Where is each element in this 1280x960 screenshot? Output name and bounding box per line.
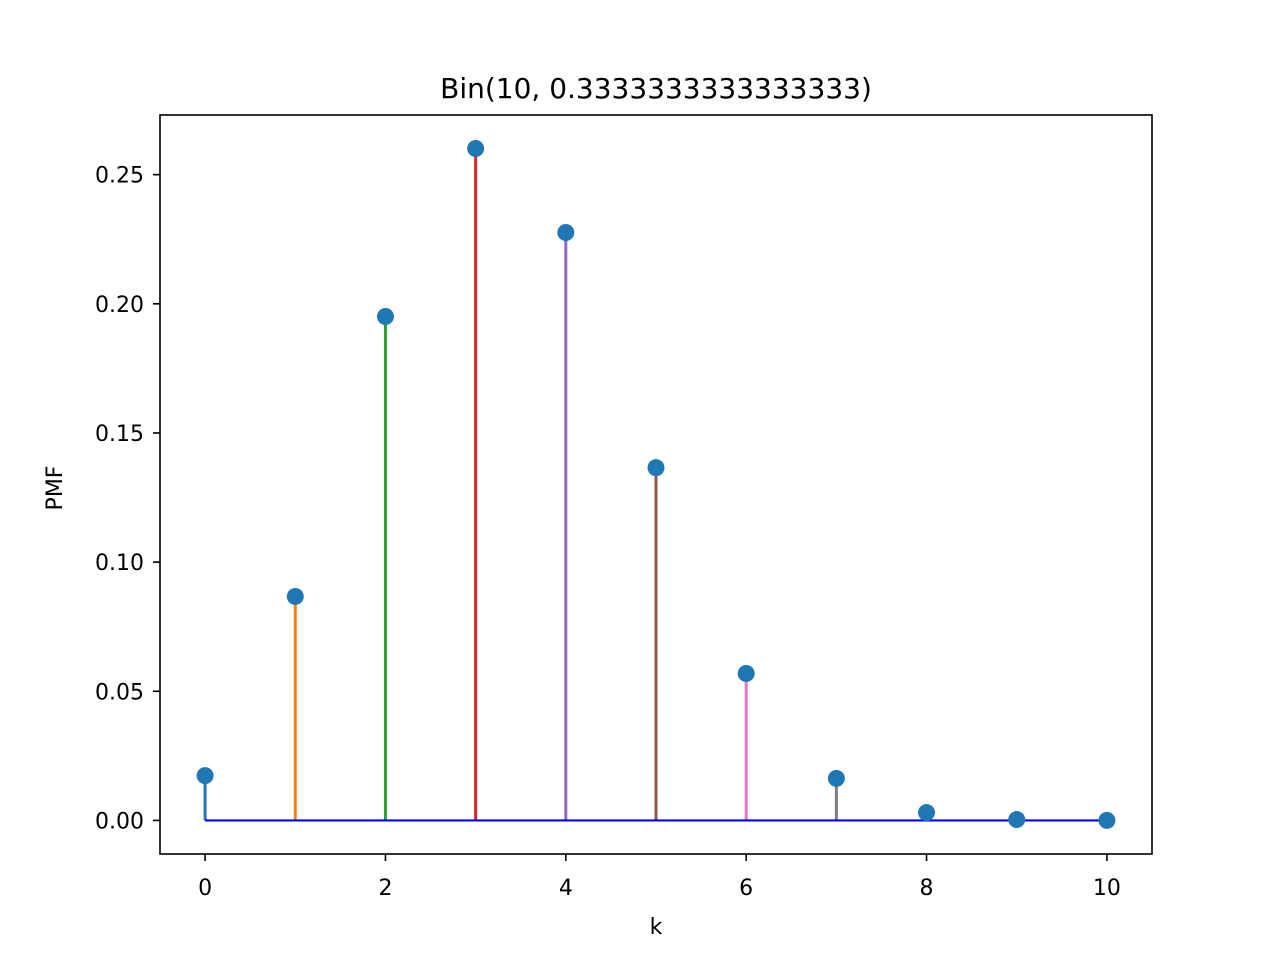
x-tick-label: 8 xyxy=(920,876,934,901)
x-axis: 0 2 4 6 8 10 xyxy=(198,854,1121,901)
y-tick-label: 0.05 xyxy=(95,680,144,705)
data-point xyxy=(827,769,845,787)
y-tick-label: 0.15 xyxy=(95,422,144,447)
data-point xyxy=(376,308,394,326)
x-tick-label: 6 xyxy=(739,876,753,901)
data-point xyxy=(286,587,304,605)
y-tick-label: 0.25 xyxy=(95,164,144,189)
plot-area xyxy=(196,140,1116,829)
x-tick-label: 4 xyxy=(559,876,573,901)
chart-title: Bin(10, 0.3333333333333333) xyxy=(440,72,872,105)
y-tick-label: 0.20 xyxy=(95,293,144,318)
data-point xyxy=(467,140,485,158)
y-tick-label: 0.00 xyxy=(95,809,144,834)
x-tick-label: 2 xyxy=(378,876,392,901)
y-tick-label: 0.10 xyxy=(95,551,144,576)
data-point xyxy=(196,767,214,785)
x-axis-label: k xyxy=(650,915,663,940)
x-tick-label: 10 xyxy=(1093,876,1121,901)
data-point xyxy=(1008,811,1026,829)
data-point xyxy=(1098,811,1116,829)
data-point xyxy=(737,664,755,682)
x-tick-label: 0 xyxy=(198,876,212,901)
y-axis-label: PMF xyxy=(43,466,68,511)
data-point xyxy=(557,224,575,242)
plot-frame xyxy=(159,114,1153,855)
y-axis: 0.00 0.05 0.10 0.15 0.20 0.25 xyxy=(95,164,160,834)
data-point xyxy=(918,804,936,822)
data-point xyxy=(647,459,665,477)
